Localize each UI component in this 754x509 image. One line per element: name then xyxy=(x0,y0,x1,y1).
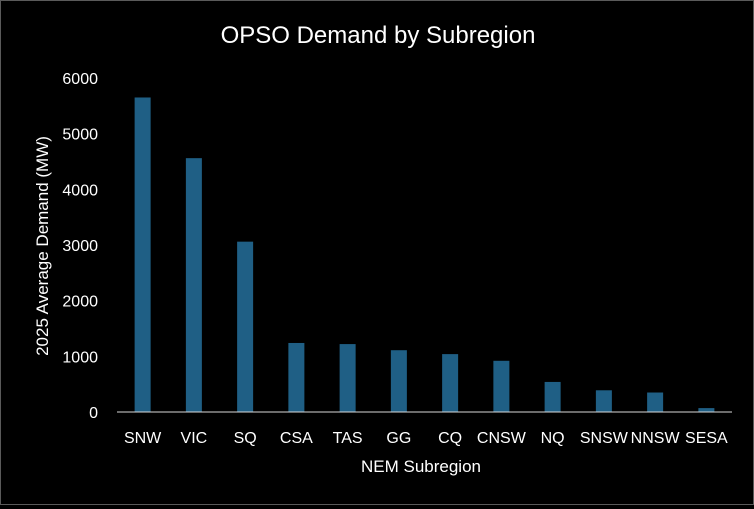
bar-sq xyxy=(237,241,254,412)
chart-title: OPSO Demand by Subregion xyxy=(221,22,536,49)
bar-nnsw xyxy=(647,392,664,412)
y-tick-label: 4000 xyxy=(62,182,98,199)
x-tick-label: CQ xyxy=(438,430,462,447)
x-tick-label: SESA xyxy=(685,430,728,447)
y-tick-label: 6000 xyxy=(62,71,98,88)
x-tick-label: CSA xyxy=(280,430,313,447)
bar-tas xyxy=(339,344,356,412)
x-tick-label: SNW xyxy=(124,430,162,447)
x-tick-label: SNSW xyxy=(580,430,629,447)
bar-cq xyxy=(442,354,459,412)
y-tick-label: 3000 xyxy=(62,238,98,255)
x-tick-label: TAS xyxy=(333,430,363,447)
bar-gg xyxy=(390,350,407,412)
y-tick-label: 5000 xyxy=(62,127,98,144)
bar-nq xyxy=(544,381,561,412)
bar-csa xyxy=(288,342,305,412)
bar-cnsw xyxy=(493,360,510,412)
x-tick-label: NNSW xyxy=(631,430,681,447)
x-tick-label: CNSW xyxy=(477,430,527,447)
y-tick-label: 0 xyxy=(89,405,98,422)
x-tick-label: NQ xyxy=(541,430,565,447)
bar-snsw xyxy=(595,390,612,412)
x-tick-labels: SNW VIC SQ CSA TAS GG CQ CNSW NQ SNSW NNSW SESA xyxy=(124,430,728,447)
y-tick-label: 2000 xyxy=(62,294,98,311)
x-tick-label: SQ xyxy=(234,430,257,447)
bar-vic xyxy=(185,158,202,412)
x-tick-label: GG xyxy=(386,430,411,447)
bar-snw xyxy=(134,97,151,412)
y-tick-label: 1000 xyxy=(62,349,98,366)
bar-sesa xyxy=(698,408,715,412)
x-tick-label: VIC xyxy=(181,430,208,447)
bars xyxy=(134,97,715,412)
y-tick-labels: 0 1000 2000 3000 4000 5000 6000 xyxy=(62,71,98,422)
x-axis-title: NEM Subregion xyxy=(361,457,481,476)
y-axis-title: 2025 Average Demand (MW) xyxy=(33,136,52,356)
